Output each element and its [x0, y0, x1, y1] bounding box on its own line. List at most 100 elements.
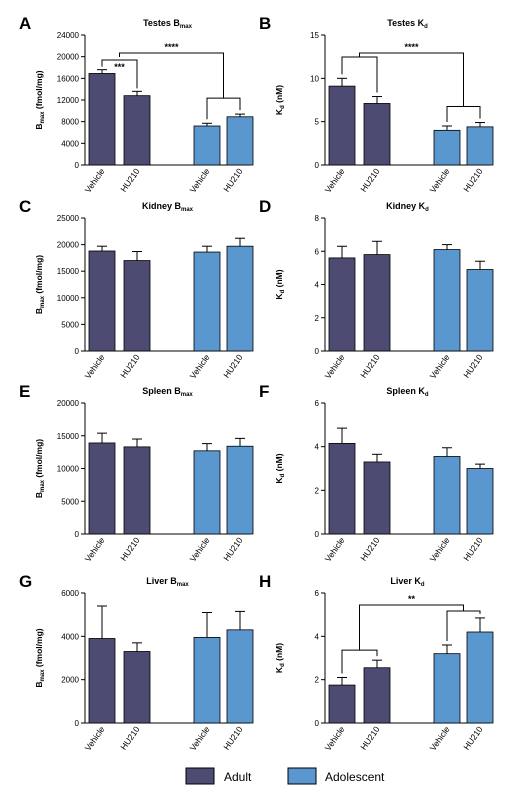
x-tick-label: HU210: [461, 535, 485, 563]
significance-bracket: [341, 604, 481, 674]
bar: [328, 442, 356, 535]
bar: [123, 95, 151, 166]
bar: [123, 260, 151, 352]
bar: [226, 245, 254, 352]
x-tick-label: Vehicle: [428, 166, 452, 194]
bar: [433, 249, 461, 352]
x-tick-label: HU210: [358, 166, 382, 194]
panel-letter: D: [259, 197, 271, 216]
y-tick-label: 4000: [61, 139, 79, 148]
legend-label-adult: Adult: [224, 770, 252, 784]
bar: [328, 684, 356, 724]
y-tick-label: 16000: [57, 74, 80, 83]
x-tick-label: Vehicle: [428, 535, 452, 563]
y-tick-label: 5000: [61, 497, 79, 506]
x-tick-label: HU210: [358, 724, 382, 752]
bar: [466, 468, 494, 535]
y-tick-label: 6: [315, 399, 320, 408]
y-tick-label: 6: [315, 247, 320, 256]
bar: [123, 651, 151, 724]
y-tick-label: 0: [315, 530, 320, 539]
significance-label: ****: [404, 42, 419, 52]
bar: [193, 125, 221, 166]
bar: [88, 73, 116, 166]
chart-title: Testes Bmax: [143, 18, 193, 30]
panel-f: F Spleen Kd Kd (nM) 0 2 4 6 Vehicle HU210 Vehicle…: [259, 382, 494, 564]
significance-label: ****: [164, 42, 179, 52]
x-tick-label: Vehicle: [83, 166, 107, 194]
x-tick-label: HU210: [118, 535, 142, 563]
bar: [226, 629, 254, 724]
y-tick-label: 0: [315, 161, 320, 170]
bracket-line: [341, 56, 378, 93]
bar: [466, 631, 494, 724]
panel-e: E Spleen Bmax Bmax (fmol/mg) 0 5000 10000 1500…: [19, 382, 254, 564]
bar: [328, 257, 356, 352]
y-tick-label: 5000: [61, 320, 79, 329]
chart-title: Kidney Bmax: [142, 201, 194, 213]
y-tick-label: 6000: [61, 589, 79, 598]
y-tick-label: 6: [315, 589, 320, 598]
x-tick-label: Vehicle: [188, 535, 212, 563]
panel-d: D Kidney Kd Kd (nM) 0 2 4 6 8 Vehicle HU210 Vehicl…: [259, 197, 494, 381]
significance-bracket: [101, 59, 138, 89]
y-tick-label: 10000: [57, 465, 80, 474]
x-tick-label: Vehicle: [83, 724, 107, 752]
x-tick-label: HU210: [221, 535, 245, 563]
bar: [226, 116, 254, 166]
y-tick-label: 0: [75, 530, 80, 539]
bar: [363, 667, 391, 724]
y-tick-label: 2000: [61, 676, 79, 685]
bar: [193, 251, 221, 352]
x-tick-label: Vehicle: [83, 352, 107, 380]
x-tick-label: HU210: [221, 352, 245, 380]
y-tick-label: 0: [75, 347, 80, 356]
y-tick-label: 0: [75, 161, 80, 170]
bar: [466, 126, 494, 166]
significance-label: **: [408, 594, 416, 604]
y-tick-label: 20000: [57, 399, 80, 408]
chart-title: Spleen Bmax: [142, 386, 193, 398]
panel-letter: E: [19, 382, 30, 401]
x-tick-label: HU210: [358, 535, 382, 563]
y-tick-label: 10: [310, 74, 319, 83]
significance-bracket: [341, 52, 481, 122]
y-axis-label: Bmax (fmol/mg): [34, 439, 46, 498]
y-tick-label: 20000: [57, 53, 80, 62]
panel-b: B Testes Kd Kd (nM) 0 5 10 15 Vehicle HU210 Vehic…: [259, 14, 494, 195]
significance-bracket: [119, 52, 241, 120]
y-tick-label: 8: [315, 214, 320, 223]
bar: [433, 653, 461, 724]
x-tick-label: HU210: [358, 352, 382, 380]
chart-title: Spleen Kd: [386, 386, 429, 398]
legend-label-adolescent: Adolescent: [325, 770, 385, 784]
panel-g: G Liver Bmax Bmax (fmol/mg) 0 2000 4000 6000 Ve…: [19, 572, 254, 753]
bracket-line: [206, 97, 241, 120]
y-axis-label: Bmax (fmol/mg): [34, 255, 46, 314]
y-tick-label: 4000: [61, 632, 79, 641]
bar: [328, 85, 356, 166]
y-tick-label: 15000: [57, 432, 80, 441]
bar: [226, 445, 254, 535]
y-tick-label: 0: [75, 719, 80, 728]
x-tick-label: Vehicle: [323, 352, 347, 380]
legend: Adult Adolescent: [185, 767, 385, 785]
x-tick-label: Vehicle: [188, 166, 212, 194]
x-tick-label: HU210: [221, 724, 245, 752]
x-tick-label: Vehicle: [323, 724, 347, 752]
bar: [363, 461, 391, 535]
bar: [88, 442, 116, 535]
panel-letter: A: [19, 14, 31, 33]
x-tick-label: HU210: [461, 166, 485, 194]
panel-a: A Testes Bmax Bmax (fmol/mg) 0 4000 8000 12000…: [19, 14, 254, 195]
x-tick-label: HU210: [221, 166, 245, 194]
y-tick-label: 0: [315, 719, 320, 728]
bar: [193, 450, 221, 535]
x-tick-label: Vehicle: [428, 352, 452, 380]
x-tick-label: HU210: [461, 352, 485, 380]
bracket-line: [119, 52, 224, 99]
y-axis-label: Kd (nM): [274, 643, 286, 673]
x-tick-label: Vehicle: [428, 724, 452, 752]
y-tick-label: 15: [310, 31, 319, 40]
